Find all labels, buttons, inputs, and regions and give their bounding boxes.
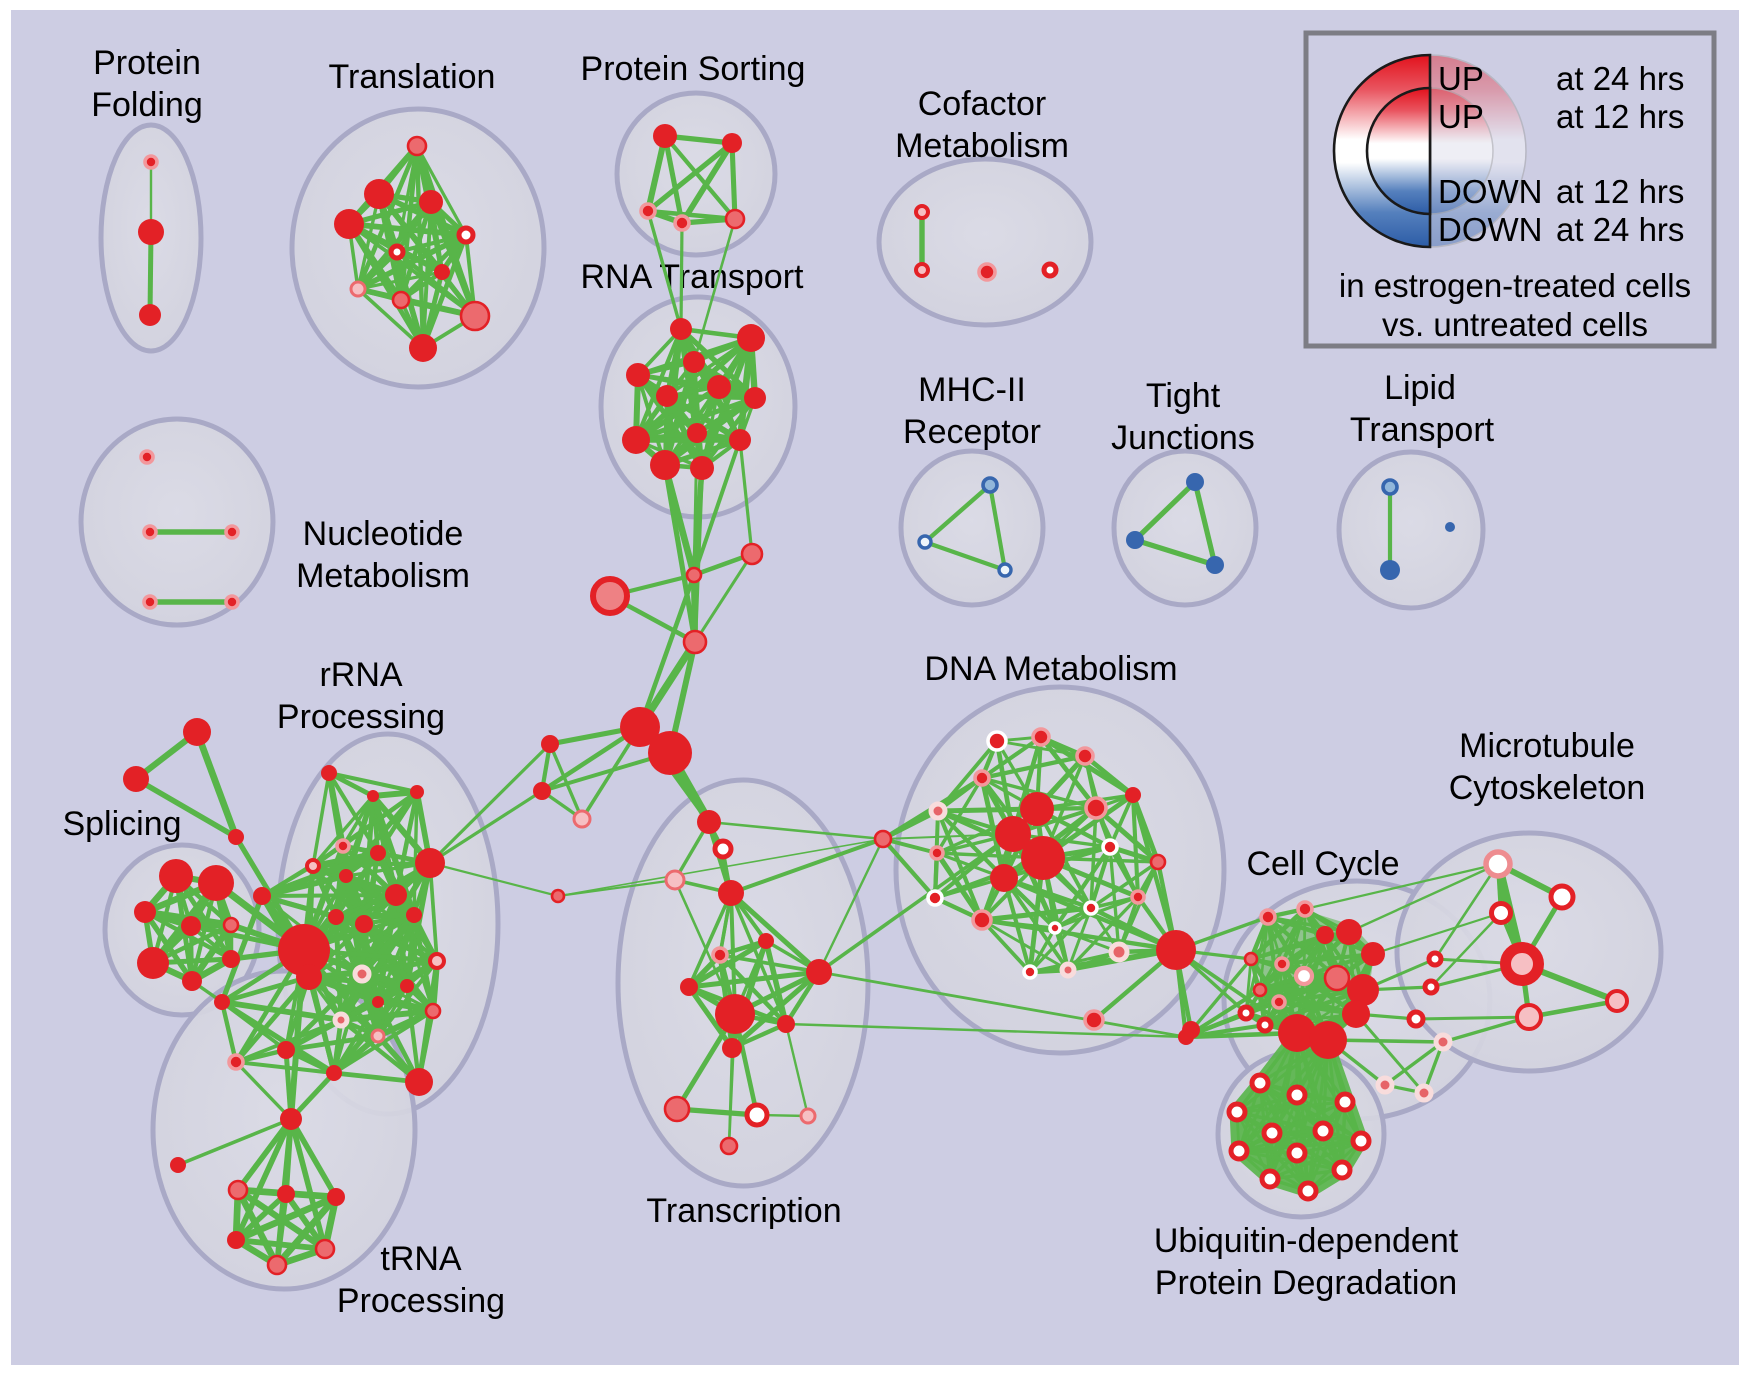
svg-text:Ubiquitin-dependent: Ubiquitin-dependent (1154, 1222, 1459, 1260)
svg-text:Lipid: Lipid (1384, 369, 1456, 407)
svg-text:DOWN: DOWN (1438, 211, 1542, 248)
svg-text:Translation: Translation (329, 58, 496, 96)
svg-text:Folding: Folding (91, 86, 203, 124)
svg-text:Splicing: Splicing (62, 805, 181, 843)
svg-text:Cytoskeleton: Cytoskeleton (1449, 769, 1646, 807)
svg-text:Transcription: Transcription (646, 1192, 841, 1230)
svg-text:at 24 hrs: at 24 hrs (1556, 211, 1684, 248)
svg-text:tRNA: tRNA (380, 1240, 462, 1278)
svg-text:Protein Sorting: Protein Sorting (581, 50, 806, 88)
svg-text:RNA Transport: RNA Transport (581, 258, 805, 296)
svg-text:Microtubule: Microtubule (1459, 727, 1635, 765)
svg-text:Cofactor: Cofactor (918, 85, 1047, 123)
svg-text:vs. untreated cells: vs. untreated cells (1382, 306, 1648, 343)
svg-text:Metabolism: Metabolism (895, 127, 1069, 165)
svg-text:Protein: Protein (93, 44, 201, 82)
svg-text:Transport: Transport (1350, 411, 1495, 449)
svg-text:Metabolism: Metabolism (296, 557, 470, 595)
svg-text:at 12 hrs: at 12 hrs (1556, 98, 1684, 135)
svg-text:Tight: Tight (1146, 377, 1221, 415)
svg-text:Receptor: Receptor (903, 413, 1041, 451)
svg-text:DOWN: DOWN (1438, 173, 1542, 210)
svg-text:in estrogen-treated cells: in estrogen-treated cells (1339, 267, 1691, 304)
svg-text:UP: UP (1438, 60, 1484, 97)
svg-text:Protein Degradation: Protein Degradation (1155, 1264, 1457, 1302)
svg-text:at 24 hrs: at 24 hrs (1556, 60, 1684, 97)
svg-text:Junctions: Junctions (1111, 419, 1255, 457)
svg-text:at 12 hrs: at 12 hrs (1556, 173, 1684, 210)
svg-text:Processing: Processing (337, 1282, 505, 1320)
svg-text:Cell Cycle: Cell Cycle (1246, 845, 1399, 883)
svg-text:MHC-II: MHC-II (918, 371, 1026, 409)
svg-text:Processing: Processing (277, 698, 445, 736)
svg-text:UP: UP (1438, 98, 1484, 135)
svg-text:rRNA: rRNA (319, 656, 402, 694)
svg-text:Nucleotide: Nucleotide (303, 515, 464, 553)
svg-text:DNA Metabolism: DNA Metabolism (924, 650, 1177, 688)
